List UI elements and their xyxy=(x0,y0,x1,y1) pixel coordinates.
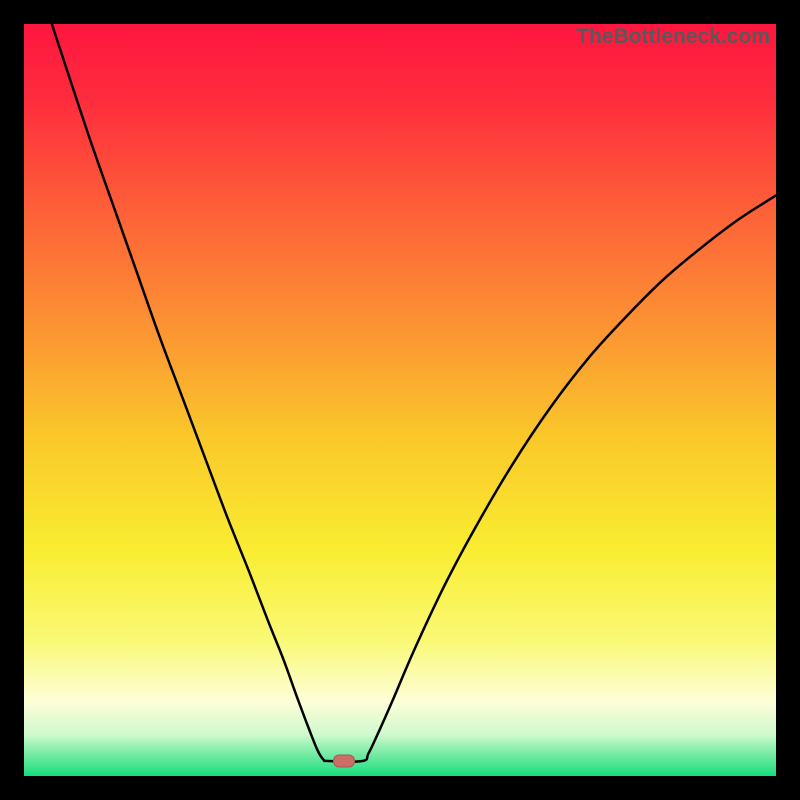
chart-frame: TheBottleneck.com xyxy=(0,0,800,800)
bottleneck-curve xyxy=(24,24,776,776)
optimal-point-marker xyxy=(333,754,355,767)
plot-area: TheBottleneck.com xyxy=(24,24,776,776)
